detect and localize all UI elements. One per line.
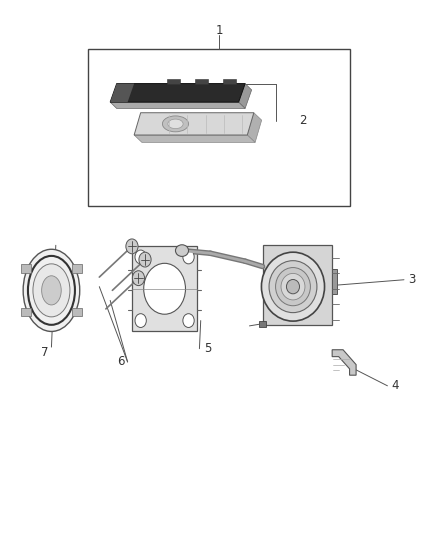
Text: 7: 7 — [41, 346, 49, 359]
Polygon shape — [195, 79, 208, 84]
Ellipse shape — [261, 252, 325, 321]
Bar — [262, 245, 332, 325]
Polygon shape — [134, 135, 255, 142]
Polygon shape — [21, 308, 31, 317]
Polygon shape — [167, 79, 180, 84]
Text: 6: 6 — [117, 356, 125, 368]
Circle shape — [139, 252, 151, 267]
Text: 1: 1 — [215, 24, 223, 37]
Ellipse shape — [23, 249, 80, 332]
Polygon shape — [223, 79, 237, 84]
Text: 3: 3 — [408, 273, 416, 286]
Circle shape — [126, 239, 138, 254]
Circle shape — [135, 250, 146, 264]
Bar — [132, 246, 197, 331]
Polygon shape — [332, 350, 356, 375]
Polygon shape — [72, 308, 82, 317]
Ellipse shape — [276, 268, 311, 306]
Polygon shape — [247, 113, 261, 142]
Ellipse shape — [269, 261, 317, 313]
Polygon shape — [72, 264, 82, 273]
Ellipse shape — [286, 279, 300, 294]
Ellipse shape — [176, 245, 188, 256]
Ellipse shape — [33, 264, 70, 317]
Bar — [259, 321, 266, 327]
Polygon shape — [110, 84, 245, 102]
Polygon shape — [21, 264, 31, 273]
Circle shape — [132, 271, 145, 286]
Text: 5: 5 — [204, 342, 211, 355]
Text: 2: 2 — [300, 114, 307, 127]
Polygon shape — [134, 113, 254, 135]
Circle shape — [144, 263, 185, 314]
Circle shape — [135, 314, 146, 327]
Circle shape — [183, 314, 194, 327]
Circle shape — [183, 250, 194, 264]
Bar — [88, 49, 350, 206]
Ellipse shape — [42, 276, 61, 305]
Ellipse shape — [162, 116, 188, 132]
Text: 4: 4 — [391, 379, 399, 392]
Ellipse shape — [168, 119, 183, 128]
Polygon shape — [110, 102, 245, 109]
Polygon shape — [110, 84, 134, 102]
Polygon shape — [239, 84, 252, 109]
Ellipse shape — [281, 273, 305, 300]
Bar — [332, 269, 337, 294]
